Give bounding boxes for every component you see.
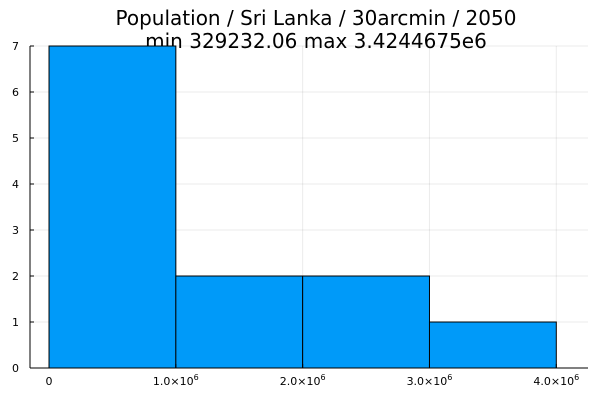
x-tick-label-0: 0 (46, 375, 53, 388)
histogram-bar-3 (428, 321, 557, 369)
y-tick-label-4: 4 (12, 178, 19, 191)
y-tick-label-3: 3 (12, 224, 19, 237)
y-tick-label-2: 2 (12, 270, 19, 283)
y-tick-label-7: 7 (12, 40, 19, 53)
x-axis-ticks: 0 1.0×106 2.0×106 3.0×106 4.0×106 (46, 364, 579, 388)
histogram-bar-2 (302, 275, 430, 369)
histogram-bar-1 (175, 275, 304, 369)
chart-subtitle: min 329232.06 max 3.4244675e6 (145, 29, 487, 53)
x-tick-label-2: 2.0×106 (280, 373, 326, 388)
chart-title: Population / Sri Lanka / 30arcmin / 2050 (116, 6, 517, 30)
histogram-bars (48, 45, 557, 369)
x-tick-label-1: 1.0×106 (153, 373, 199, 388)
y-tick-label-6: 6 (12, 86, 19, 99)
x-tick-label-3: 3.0×106 (407, 373, 453, 388)
y-tick-label-0: 0 (12, 362, 19, 375)
x-tick-label-4: 4.0×106 (533, 373, 579, 388)
y-axis-ticks: 0 1 2 3 4 5 6 7 (12, 40, 34, 375)
y-tick-label-1: 1 (12, 316, 19, 329)
y-tick-label-5: 5 (12, 132, 19, 145)
histogram-bar-0 (48, 45, 177, 369)
